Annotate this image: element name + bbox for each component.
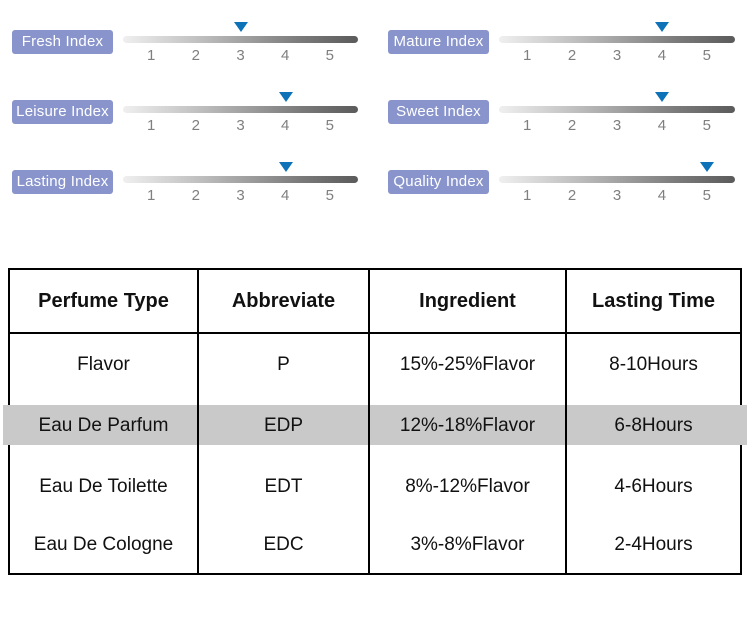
tick-label: 3	[612, 47, 622, 64]
table-header-cell: Perfume Type	[8, 269, 199, 334]
index-panel-left: Fresh Index 1 2 3 4 5 Leisure Index 1 2 3 4 5 Lastin…	[12, 20, 358, 230]
tick-label: 1	[147, 187, 156, 204]
index-row: Quality Index 1 2 3 4 5	[388, 160, 735, 230]
index-slider: 1 2 3 4 5	[123, 90, 358, 160]
index-label-badge: Sweet Index	[388, 100, 489, 124]
table-row: Flavor P 15%-25%Flavor 8-10Hours	[8, 333, 742, 395]
slider-marker-icon	[700, 162, 714, 172]
tick-label: 2	[191, 47, 200, 64]
index-row: Fresh Index 1 2 3 4 5	[12, 20, 358, 90]
index-row: Leisure Index 1 2 3 4 5	[12, 90, 358, 160]
index-section: Fresh Index 1 2 3 4 5 Leisure Index 1 2 3 4 5 Lastin…	[12, 20, 735, 230]
cell-abbreviate: EDP	[197, 395, 370, 456]
tick-label: 3	[612, 187, 622, 204]
tick-label: 1	[523, 47, 532, 64]
cell-lasting-time: 6-8Hours	[565, 395, 748, 456]
slider-gradient-bar	[123, 106, 358, 113]
tick-label: 2	[567, 117, 577, 134]
tick-label: 3	[236, 47, 245, 64]
tick-label: 4	[657, 187, 667, 204]
slider-gradient-bar	[123, 176, 358, 183]
tick-label: 3	[612, 117, 622, 134]
perfume-table-section: Perfume Type Abbreviate Ingredient Lasting …	[4, 268, 750, 575]
tick-label: 5	[325, 47, 334, 64]
cell-abbreviate: EDC	[197, 517, 370, 574]
tick-label: 2	[567, 187, 577, 204]
tick-label: 1	[523, 187, 532, 204]
cell-lasting-time: 2-4Hours	[565, 517, 742, 574]
tick-label: 1	[523, 117, 532, 134]
table-row: Eau De Parfum EDP 12%-18%Flavor 6-8Hours	[4, 395, 748, 456]
slider-marker-icon	[279, 92, 293, 102]
cell-lasting-time: 8-10Hours	[565, 333, 742, 395]
cell-ingredient: 12%-18%Flavor	[368, 395, 567, 456]
cell-perfume-type: Eau De Toilette	[8, 456, 199, 517]
tick-label: 1	[147, 47, 156, 64]
cell-perfume-type: Eau De Cologne	[8, 517, 199, 574]
index-slider: 1 2 3 4 5	[123, 160, 358, 230]
cell-ingredient: 3%-8%Flavor	[368, 517, 567, 574]
index-label-badge: Mature Index	[388, 30, 489, 54]
table-header-cell: Lasting Time	[565, 269, 742, 334]
tick-label: 2	[191, 187, 200, 204]
index-slider: 1 2 3 4 5	[499, 160, 735, 230]
cell-abbreviate: EDT	[197, 456, 370, 517]
index-label-badge: Lasting Index	[12, 170, 113, 194]
perfume-spec-page: { "indices": { "scale": ["1", "2", "3", …	[0, 20, 750, 622]
cell-abbreviate: P	[197, 333, 370, 395]
slider-ticks: 1 2 3 4 5	[499, 47, 735, 64]
cell-perfume-type: Eau De Parfum	[4, 395, 199, 456]
tick-label: 4	[280, 117, 290, 134]
slider-gradient-bar	[123, 36, 358, 43]
tick-label: 5	[702, 117, 711, 134]
index-panel-right: Mature Index 1 2 3 4 5 Sweet Index 1 2 3 4 5 Quality…	[388, 20, 735, 230]
table-row: Eau De Cologne EDC 3%-8%Flavor 2-4Hours	[8, 517, 742, 574]
slider-ticks: 1 2 3 4 5	[499, 117, 735, 134]
cell-ingredient: 15%-25%Flavor	[368, 333, 567, 395]
index-slider: 1 2 3 4 5	[499, 90, 735, 160]
index-row: Lasting Index 1 2 3 4 5	[12, 160, 358, 230]
tick-label: 4	[657, 117, 667, 134]
tick-label: 4	[280, 47, 290, 64]
tick-label: 5	[702, 47, 711, 64]
index-label-badge: Leisure Index	[12, 100, 113, 124]
tick-label: 2	[567, 47, 577, 64]
table-row: Eau De Toilette EDT 8%-12%Flavor 4-6Hours	[8, 456, 742, 517]
cell-lasting-time: 4-6Hours	[565, 456, 742, 517]
slider-ticks: 1 2 3 4 5	[123, 47, 358, 64]
slider-marker-icon	[234, 22, 248, 32]
slider-gradient-bar	[499, 176, 735, 183]
index-row: Sweet Index 1 2 3 4 5	[388, 90, 735, 160]
slider-marker-icon	[279, 162, 293, 172]
table-header-cell: Ingredient	[368, 269, 567, 334]
tick-label: 5	[702, 187, 711, 204]
slider-gradient-bar	[499, 36, 735, 43]
tick-label: 2	[191, 117, 200, 134]
tick-label: 5	[325, 117, 334, 134]
slider-ticks: 1 2 3 4 5	[123, 187, 358, 204]
tick-label: 4	[280, 187, 290, 204]
tick-label: 5	[325, 187, 334, 204]
tick-label: 4	[657, 47, 667, 64]
cell-perfume-type: Flavor	[8, 333, 199, 395]
index-row: Mature Index 1 2 3 4 5	[388, 20, 735, 90]
slider-ticks: 1 2 3 4 5	[499, 187, 735, 204]
slider-marker-icon	[655, 22, 669, 32]
table-header-row: Perfume Type Abbreviate Ingredient Lasting …	[8, 269, 742, 334]
perfume-table: Perfume Type Abbreviate Ingredient Lasting …	[4, 268, 748, 575]
index-label-badge: Fresh Index	[12, 30, 113, 54]
index-slider: 1 2 3 4 5	[123, 20, 358, 90]
slider-gradient-bar	[499, 106, 735, 113]
tick-label: 3	[236, 117, 245, 134]
cell-ingredient: 8%-12%Flavor	[368, 456, 567, 517]
index-label-badge: Quality Index	[388, 170, 489, 194]
table-header-cell: Abbreviate	[197, 269, 370, 334]
tick-label: 1	[147, 117, 156, 134]
slider-marker-icon	[655, 92, 669, 102]
tick-label: 3	[236, 187, 245, 204]
index-slider: 1 2 3 4 5	[499, 20, 735, 90]
slider-ticks: 1 2 3 4 5	[123, 117, 358, 134]
